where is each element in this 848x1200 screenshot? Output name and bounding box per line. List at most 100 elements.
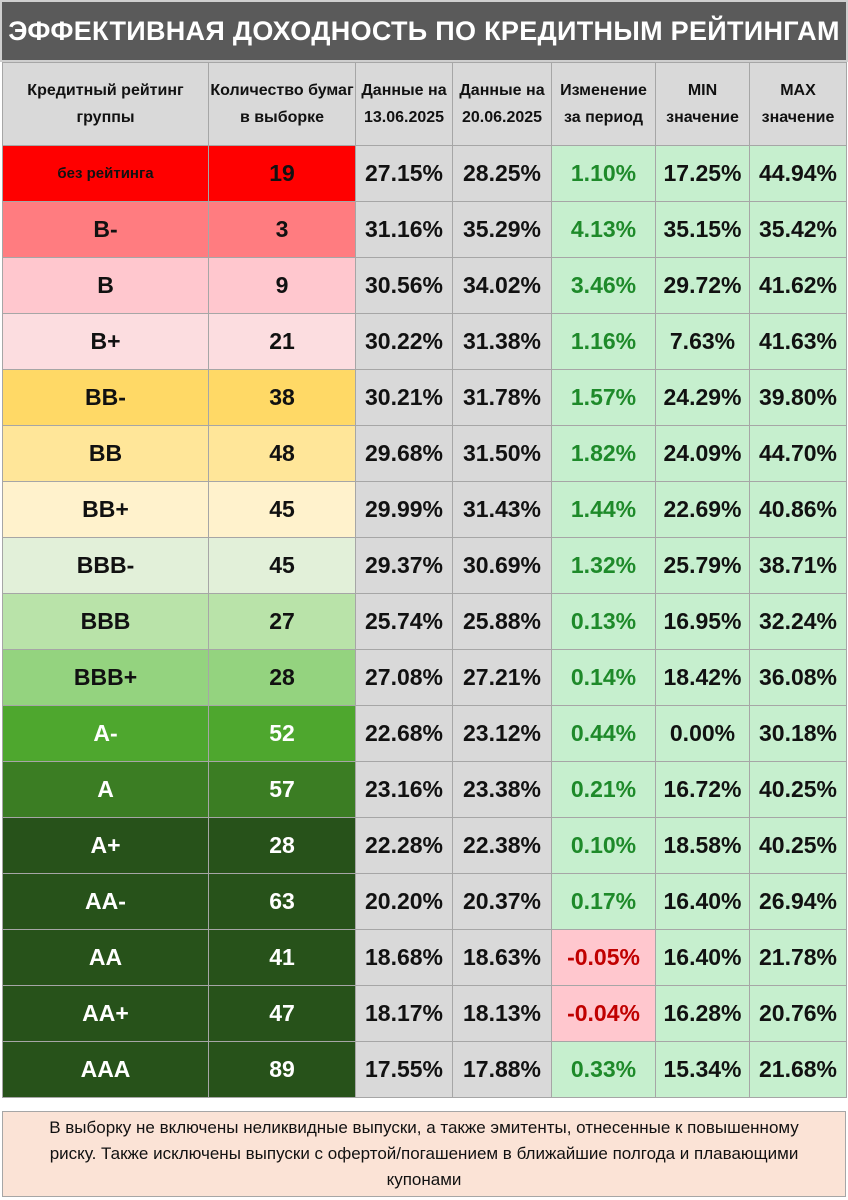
value-date1-cell: 27.08% — [355, 649, 453, 706]
min-cell: 16.28% — [655, 985, 750, 1042]
count-cell: 48 — [208, 425, 356, 482]
value-date1-cell: 27.15% — [355, 145, 453, 202]
rating-cell: без рейтинга — [2, 145, 209, 202]
max-cell: 40.86% — [749, 481, 847, 538]
change-cell: 0.10% — [551, 817, 656, 874]
table-row: BB 48 29.68% 31.50% 1.82% 24.09% 44.70% — [2, 425, 847, 482]
change-cell: 0.33% — [551, 1041, 656, 1098]
value-date1-cell: 31.16% — [355, 201, 453, 258]
rating-cell: A- — [2, 705, 209, 762]
count-cell: 3 — [208, 201, 356, 258]
value-date2-cell: 18.13% — [452, 985, 552, 1042]
change-cell: 1.10% — [551, 145, 656, 202]
change-cell: 0.17% — [551, 873, 656, 930]
min-cell: 22.69% — [655, 481, 750, 538]
change-cell: -0.04% — [551, 985, 656, 1042]
min-cell: 24.29% — [655, 369, 750, 426]
value-date2-cell: 17.88% — [452, 1041, 552, 1098]
header-date2: Данные на 20.06.2025 — [452, 62, 552, 146]
rating-cell: AA — [2, 929, 209, 986]
min-cell: 15.34% — [655, 1041, 750, 1098]
value-date2-cell: 18.63% — [452, 929, 552, 986]
min-cell: 0.00% — [655, 705, 750, 762]
change-cell: 0.21% — [551, 761, 656, 818]
table-row: BB- 38 30.21% 31.78% 1.57% 24.29% 39.80% — [2, 369, 847, 426]
min-cell: 18.42% — [655, 649, 750, 706]
rating-cell: B- — [2, 201, 209, 258]
count-cell: 45 — [208, 481, 356, 538]
header-count: Количество бумаг в выборке — [208, 62, 356, 146]
count-cell: 41 — [208, 929, 356, 986]
value-date2-cell: 30.69% — [452, 537, 552, 594]
rating-cell: BBB- — [2, 537, 209, 594]
header-date1: Данные на 13.06.2025 — [355, 62, 453, 146]
value-date1-cell: 18.17% — [355, 985, 453, 1042]
table-row: A+ 28 22.28% 22.38% 0.10% 18.58% 40.25% — [2, 817, 847, 874]
max-cell: 21.78% — [749, 929, 847, 986]
max-cell: 41.63% — [749, 313, 847, 370]
count-cell: 28 — [208, 649, 356, 706]
value-date2-cell: 23.38% — [452, 761, 552, 818]
table-row: BBB+ 28 27.08% 27.21% 0.14% 18.42% 36.08% — [2, 649, 847, 706]
value-date2-cell: 25.88% — [452, 593, 552, 650]
header-change: Изменение за период — [551, 62, 656, 146]
min-cell: 7.63% — [655, 313, 750, 370]
rating-cell: A — [2, 761, 209, 818]
footnote: В выборку не включены неликвидные выпуск… — [2, 1111, 846, 1197]
rating-cell: BB- — [2, 369, 209, 426]
table-row: AAA 89 17.55% 17.88% 0.33% 15.34% 21.68% — [2, 1041, 847, 1098]
count-cell: 28 — [208, 817, 356, 874]
max-cell: 38.71% — [749, 537, 847, 594]
change-cell: -0.05% — [551, 929, 656, 986]
max-cell: 39.80% — [749, 369, 847, 426]
value-date2-cell: 31.43% — [452, 481, 552, 538]
count-cell: 52 — [208, 705, 356, 762]
value-date1-cell: 30.22% — [355, 313, 453, 370]
rating-cell: AAA — [2, 1041, 209, 1098]
table-row: AA- 63 20.20% 20.37% 0.17% 16.40% 26.94% — [2, 873, 847, 930]
rating-cell: BB — [2, 425, 209, 482]
value-date2-cell: 28.25% — [452, 145, 552, 202]
change-cell: 0.14% — [551, 649, 656, 706]
max-cell: 36.08% — [749, 649, 847, 706]
max-cell: 44.94% — [749, 145, 847, 202]
value-date2-cell: 34.02% — [452, 257, 552, 314]
table-row: AA 41 18.68% 18.63% -0.05% 16.40% 21.78% — [2, 929, 847, 986]
change-cell: 4.13% — [551, 201, 656, 258]
count-cell: 63 — [208, 873, 356, 930]
max-cell: 20.76% — [749, 985, 847, 1042]
value-date1-cell: 20.20% — [355, 873, 453, 930]
rating-cell: A+ — [2, 817, 209, 874]
value-date1-cell: 25.74% — [355, 593, 453, 650]
table-row: A 57 23.16% 23.38% 0.21% 16.72% 40.25% — [2, 761, 847, 818]
value-date1-cell: 18.68% — [355, 929, 453, 986]
min-cell: 16.72% — [655, 761, 750, 818]
max-cell: 30.18% — [749, 705, 847, 762]
value-date2-cell: 31.38% — [452, 313, 552, 370]
change-cell: 1.16% — [551, 313, 656, 370]
min-cell: 35.15% — [655, 201, 750, 258]
table-row: BBB 27 25.74% 25.88% 0.13% 16.95% 32.24% — [2, 593, 847, 650]
table-row: без рейтинга 19 27.15% 28.25% 1.10% 17.25% 44.… — [2, 145, 847, 202]
min-cell: 16.40% — [655, 873, 750, 930]
count-cell: 9 — [208, 257, 356, 314]
table-row: A- 52 22.68% 23.12% 0.44% 0.00% 30.18% — [2, 705, 847, 762]
rating-cell: AA+ — [2, 985, 209, 1042]
value-date1-cell: 29.68% — [355, 425, 453, 482]
value-date1-cell: 30.56% — [355, 257, 453, 314]
value-date2-cell: 27.21% — [452, 649, 552, 706]
change-cell: 3.46% — [551, 257, 656, 314]
page-title: ЭФФЕКТИВНАЯ ДОХОДНОСТЬ ПО КРЕДИТНЫМ РЕЙТ… — [0, 0, 848, 62]
value-date1-cell: 22.68% — [355, 705, 453, 762]
header-max: MAX значение — [749, 62, 847, 146]
max-cell: 40.25% — [749, 817, 847, 874]
table-row: AA+ 47 18.17% 18.13% -0.04% 16.28% 20.76% — [2, 985, 847, 1042]
min-cell: 16.40% — [655, 929, 750, 986]
count-cell: 45 — [208, 537, 356, 594]
table-row: BBB- 45 29.37% 30.69% 1.32% 25.79% 38.71% — [2, 537, 847, 594]
count-cell: 21 — [208, 313, 356, 370]
value-date1-cell: 29.37% — [355, 537, 453, 594]
value-date2-cell: 20.37% — [452, 873, 552, 930]
max-cell: 32.24% — [749, 593, 847, 650]
value-date1-cell: 22.28% — [355, 817, 453, 874]
